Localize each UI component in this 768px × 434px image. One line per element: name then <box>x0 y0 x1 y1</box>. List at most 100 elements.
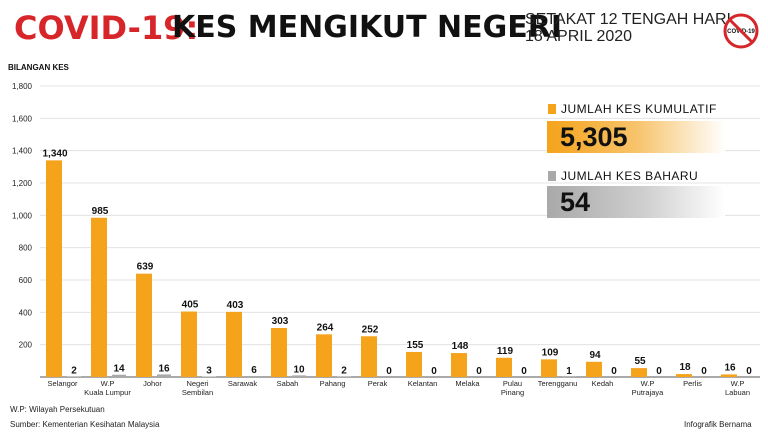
y-axis-label: BILANGAN KES <box>8 63 69 72</box>
y-tick-label: 600 <box>19 276 33 285</box>
data-label-new: 14 <box>113 364 125 375</box>
covid-title: COVID-19: <box>14 9 199 47</box>
bar-cumulative <box>586 361 602 377</box>
x-tick-label: Labuan <box>725 388 750 397</box>
x-tick-label: Sabah <box>277 379 299 388</box>
bar-cumulative <box>631 368 647 377</box>
bar-cumulative <box>361 336 377 377</box>
data-label-new: 3 <box>206 366 212 377</box>
page-subtitle: SETAKAT 12 TENGAH HARI, 18 APRIL 2020 <box>525 11 735 45</box>
legend-box-new <box>547 186 725 218</box>
bar-new <box>112 374 126 377</box>
x-tick-label: Johor <box>143 379 162 388</box>
chart-bars <box>46 160 737 377</box>
bar-cumulative <box>676 374 692 377</box>
y-tick-label: 800 <box>19 244 33 253</box>
y-tick-label: 1,000 <box>12 211 33 220</box>
data-label-cumulative: 985 <box>92 206 109 217</box>
data-label-new: 0 <box>476 366 482 377</box>
data-label-cumulative: 1,340 <box>42 148 67 159</box>
legend-box-cumulative <box>547 121 725 153</box>
bar-cumulative <box>226 311 242 377</box>
x-tick-label: Sarawak <box>228 379 257 388</box>
page-title: KES MENGIKUT NEGERI <box>172 10 562 45</box>
y-tick-label: 400 <box>19 308 33 317</box>
y-tick-label: 200 <box>19 341 33 350</box>
x-tick-label: Pinang <box>501 388 524 397</box>
data-label-new: 0 <box>521 366 527 377</box>
data-label-cumulative: 155 <box>407 340 424 351</box>
bar-new <box>247 376 261 377</box>
legend-swatch-cumulative <box>548 104 556 114</box>
y-tick-label: 1,200 <box>12 179 33 188</box>
subtitle-line-2: 18 APRIL 2020 <box>525 28 633 45</box>
bar-cumulative <box>271 328 287 377</box>
x-tick-label: W.P <box>731 379 745 388</box>
x-tick-label: W.P <box>641 379 655 388</box>
data-label-new: 0 <box>431 366 437 377</box>
x-tick-label: Selangor <box>47 379 78 388</box>
x-tick-label: Sembilan <box>182 388 213 397</box>
data-label-new: 10 <box>293 364 305 375</box>
x-tick-label: Perlis <box>683 379 702 388</box>
new-total-value: 54 <box>560 187 591 217</box>
data-label-new: 0 <box>656 366 662 377</box>
bar-cumulative <box>136 273 152 377</box>
subtitle-line-1: SETAKAT 12 TENGAH HARI, <box>525 11 736 28</box>
x-tick-label: Kedah <box>592 379 614 388</box>
x-tick-label: Melaka <box>455 379 480 388</box>
bar-cumulative <box>721 374 737 377</box>
chart-labels: 2004006008001,0001,2001,4001,6001,8001,3… <box>12 82 752 397</box>
data-label-new: 0 <box>701 366 707 377</box>
x-tick-label: Pahang <box>320 379 346 388</box>
x-tick-label: Kuala Lumpur <box>84 388 131 397</box>
data-label-cumulative: 16 <box>724 362 736 373</box>
bar-cumulative <box>451 353 467 377</box>
data-label-cumulative: 18 <box>679 362 691 373</box>
data-label-new: 2 <box>71 366 77 377</box>
data-label-cumulative: 119 <box>497 346 514 357</box>
x-tick-label: Kelantan <box>408 379 438 388</box>
data-label-new: 0 <box>386 366 392 377</box>
y-tick-label: 1,600 <box>12 114 33 123</box>
x-tick-label: W.P <box>101 379 115 388</box>
data-label-cumulative: 94 <box>589 350 601 361</box>
footnote: W.P: Wilayah Persekutuan <box>10 405 105 414</box>
data-label-cumulative: 303 <box>272 316 289 327</box>
no-covid-icon: COVID-19 <box>723 13 759 49</box>
bar-new <box>292 375 306 377</box>
bar-new <box>157 374 171 377</box>
data-label-cumulative: 252 <box>362 324 379 335</box>
x-tick-label: Terengganu <box>538 379 578 388</box>
legend-label-cumulative: JUMLAH KES KUMULATIF <box>561 102 717 116</box>
bar-cumulative <box>181 311 197 377</box>
data-label-cumulative: 639 <box>137 262 154 273</box>
legend-label-new: JUMLAH KES BAHARU <box>561 169 699 183</box>
data-label-cumulative: 403 <box>227 300 244 311</box>
data-label-cumulative: 148 <box>452 341 469 352</box>
cumulative-total-value: 5,305 <box>560 122 628 152</box>
data-label-new: 16 <box>158 363 170 374</box>
y-tick-label: 1,800 <box>12 82 33 91</box>
source-text: Sumber: Kementerian Kesihatan Malaysia <box>10 420 160 429</box>
data-label-new: 1 <box>566 366 572 377</box>
x-tick-label: Perak <box>368 379 388 388</box>
x-tick-label: Negeri <box>186 379 208 388</box>
data-label-new: 0 <box>746 366 752 377</box>
data-label-cumulative: 405 <box>182 300 199 311</box>
bar-cumulative <box>91 217 107 377</box>
legend-swatch-new <box>548 171 556 181</box>
data-label-new: 6 <box>251 365 257 376</box>
x-tick-label: Putrajaya <box>632 388 665 397</box>
bar-cumulative <box>541 359 557 377</box>
bar-cumulative <box>496 357 512 377</box>
x-tick-label: Pulau <box>503 379 522 388</box>
data-label-cumulative: 264 <box>317 322 334 333</box>
credit-text: Infografik Bernama <box>684 420 752 429</box>
bar-cumulative <box>316 334 332 377</box>
data-label-cumulative: 55 <box>634 356 646 367</box>
bar-cumulative <box>46 160 62 377</box>
bar-cumulative <box>406 351 422 377</box>
data-label-cumulative: 109 <box>542 347 559 358</box>
